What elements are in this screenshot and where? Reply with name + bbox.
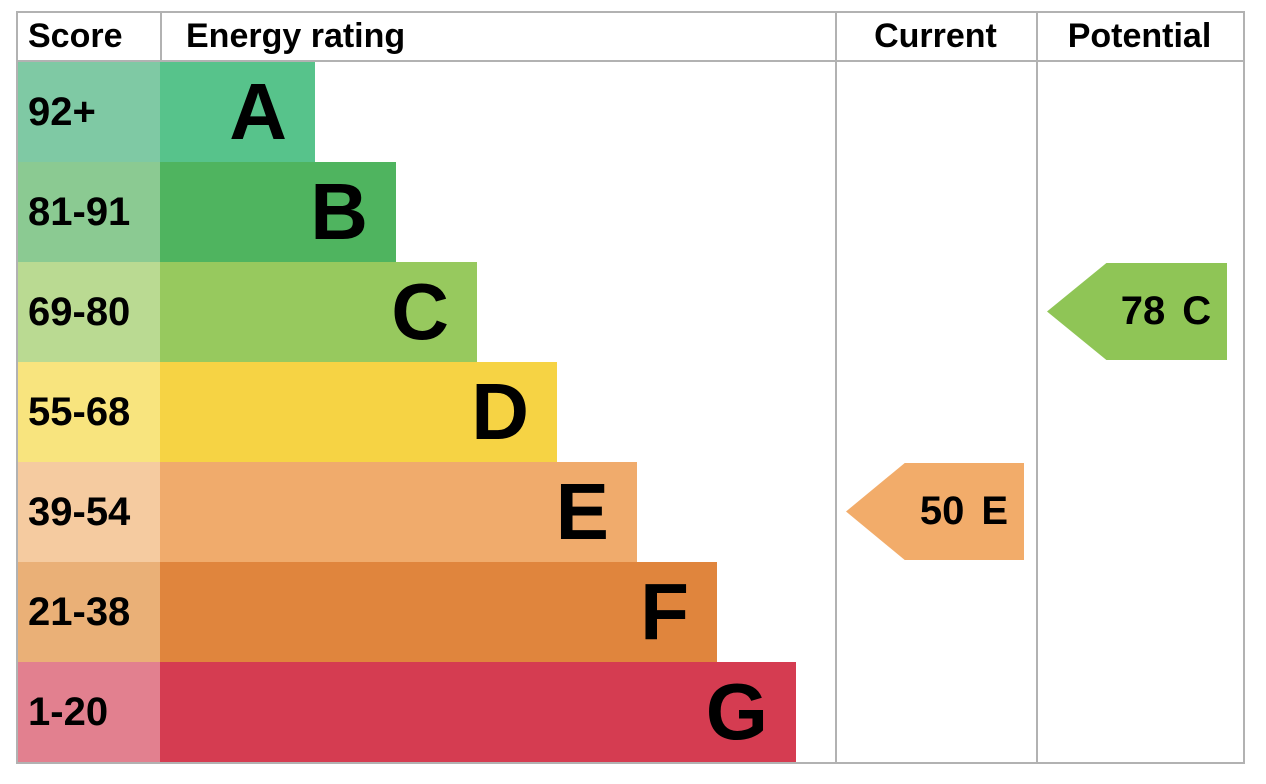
band-bar-g: G bbox=[160, 662, 796, 762]
band-row-e: 39-54 E bbox=[18, 462, 1243, 562]
band-bar-b: B bbox=[160, 162, 396, 262]
header-divider-line bbox=[18, 60, 1243, 62]
band-letter-b: B bbox=[310, 167, 368, 256]
potential-rating-value: 78 bbox=[1120, 289, 1166, 333]
band-letter-c: C bbox=[391, 267, 449, 356]
band-row-c: 69-80 C bbox=[18, 262, 1243, 362]
score-range-c: 69-80 bbox=[18, 262, 160, 362]
band-bar-d: D bbox=[160, 362, 557, 462]
energy-rating-column-header: Energy rating bbox=[186, 17, 406, 55]
score-range-a: 92+ bbox=[18, 62, 160, 162]
score-column-divider bbox=[160, 13, 162, 60]
band-row-f: 21-38 F bbox=[18, 562, 1243, 662]
band-letter-e: E bbox=[555, 467, 609, 556]
band-row-g: 1-20 G bbox=[18, 662, 1243, 762]
epc-rating-chart: Score Energy rating Current Potential 92… bbox=[16, 11, 1245, 764]
band-bar-f: F bbox=[160, 562, 717, 662]
band-letter-d: D bbox=[471, 367, 529, 456]
current-column-header: Current bbox=[874, 17, 997, 55]
current-column-divider bbox=[835, 13, 837, 762]
band-letter-f: F bbox=[640, 567, 689, 656]
band-row-d: 55-68 D bbox=[18, 362, 1243, 462]
score-column-header: Score bbox=[28, 17, 123, 55]
score-range-d: 55-68 bbox=[18, 362, 160, 462]
potential-column-divider bbox=[1036, 13, 1038, 762]
band-row-a: 92+ A bbox=[18, 62, 1243, 162]
band-row-b: 81-91 B bbox=[18, 162, 1243, 262]
band-letter-g: G bbox=[705, 667, 768, 756]
current-rating-value: 50 bbox=[919, 489, 965, 533]
potential-column-header: Potential bbox=[1067, 17, 1212, 55]
current-rating-letter: E bbox=[981, 489, 1009, 533]
potential-rating-letter: C bbox=[1182, 289, 1212, 333]
band-bar-c: C bbox=[160, 262, 477, 362]
score-range-e: 39-54 bbox=[18, 462, 160, 562]
score-range-b: 81-91 bbox=[18, 162, 160, 262]
band-bar-e: E bbox=[160, 462, 637, 562]
band-letter-a: A bbox=[229, 67, 287, 156]
score-range-g: 1-20 bbox=[18, 662, 160, 762]
score-range-f: 21-38 bbox=[18, 562, 160, 662]
band-bar-a: A bbox=[160, 62, 315, 162]
